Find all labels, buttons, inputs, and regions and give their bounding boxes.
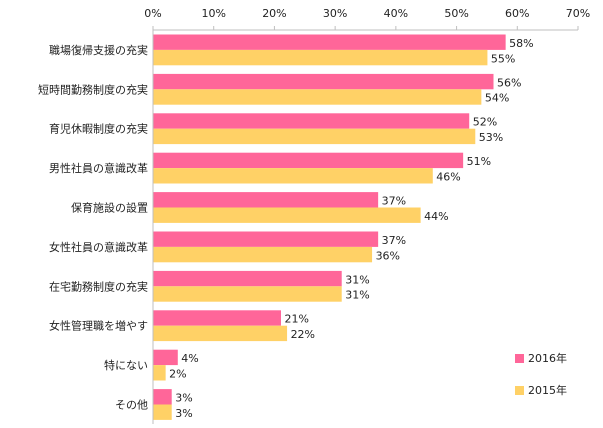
x-tick-label: 0%: [144, 7, 161, 20]
data-label: 56%: [497, 76, 521, 89]
bar-series-1: [153, 73, 494, 90]
x-tick-label: 60%: [505, 7, 529, 20]
data-label: 37%: [382, 234, 406, 247]
data-label: 3%: [175, 392, 192, 405]
bar-series-2: [153, 325, 288, 342]
x-axis: 0% 10% 20% 30% 40% 50% 60% 70%: [144, 7, 590, 424]
data-label: 31%: [345, 273, 369, 286]
category-label: 男性社員の意識改革: [49, 161, 148, 175]
data-label: 2%: [169, 368, 186, 381]
data-label: 54%: [485, 92, 509, 105]
x-tick-label: 50%: [444, 7, 468, 20]
bar-series-2: [153, 128, 476, 145]
data-label: 31%: [345, 289, 369, 302]
data-label: 37%: [382, 195, 406, 208]
bar-series-1: [153, 231, 379, 247]
data-label: 44%: [424, 210, 448, 223]
x-tick-label: 20%: [262, 7, 286, 20]
bar-series-1: [153, 113, 470, 129]
bar-series-1: [153, 310, 281, 326]
bar-series-1: [153, 152, 464, 169]
x-tick-label: 10%: [201, 7, 225, 20]
category-label: 保育施設の設置: [71, 201, 148, 215]
data-label: 46%: [436, 171, 460, 184]
bar-series-2: [153, 49, 488, 66]
data-label: 58%: [509, 37, 533, 50]
data-label: 3%: [175, 407, 192, 420]
bar-series-1: [153, 389, 172, 405]
legend-swatch: [515, 354, 524, 363]
bar-series-2: [153, 246, 373, 263]
bar-series-1: [153, 349, 178, 366]
x-tick-label: 30%: [323, 7, 347, 20]
bar-series-2: [153, 365, 166, 381]
legend-label: 2015年: [528, 383, 567, 397]
bar-series-1: [153, 192, 379, 208]
bar-series-2: [153, 286, 342, 302]
x-tick-label: 40%: [384, 7, 408, 20]
category-label: 女性管理職を増やす: [49, 319, 148, 333]
bar-series-2: [153, 207, 421, 223]
data-label: 21%: [285, 313, 309, 326]
legend-swatch: [515, 386, 524, 395]
data-label: 36%: [376, 249, 400, 262]
legend: 2016年 2015年: [515, 351, 567, 397]
data-labels: 58% 55% 56% 54% 52% 53% 51% 46% 37% 44% 37% 36% 31% 3…: [169, 37, 533, 420]
bar-series-1: [153, 270, 342, 287]
bar-series-2: [153, 89, 482, 105]
category-labels: 職場復帰支援の充実短時間勤務制度の充実育児休暇制度の充実男性社員の意識改革保育施…: [38, 43, 148, 412]
category-label: 短時間勤務制度の充実: [38, 82, 148, 96]
category-label: その他: [115, 399, 148, 412]
category-label: 在宅勤務制度の充実: [49, 279, 148, 293]
data-label: 22%: [291, 328, 315, 341]
bar-series-2: [153, 168, 433, 184]
data-label: 53%: [479, 131, 503, 144]
category-label: 職場復帰支援の充実: [49, 43, 148, 57]
bars: [153, 34, 506, 420]
category-label: 特にない: [104, 358, 148, 372]
x-tick-label: 70%: [566, 7, 590, 20]
bar-series-2: [153, 404, 172, 420]
category-label: 女性社員の意識改革: [49, 240, 148, 254]
legend-label: 2016年: [528, 351, 567, 365]
data-label: 51%: [467, 155, 491, 168]
data-label: 4%: [181, 352, 198, 365]
category-label: 育児休暇制度の充実: [49, 122, 148, 136]
bar-series-1: [153, 34, 506, 50]
data-label: 55%: [491, 52, 515, 65]
data-label: 52%: [473, 116, 497, 129]
